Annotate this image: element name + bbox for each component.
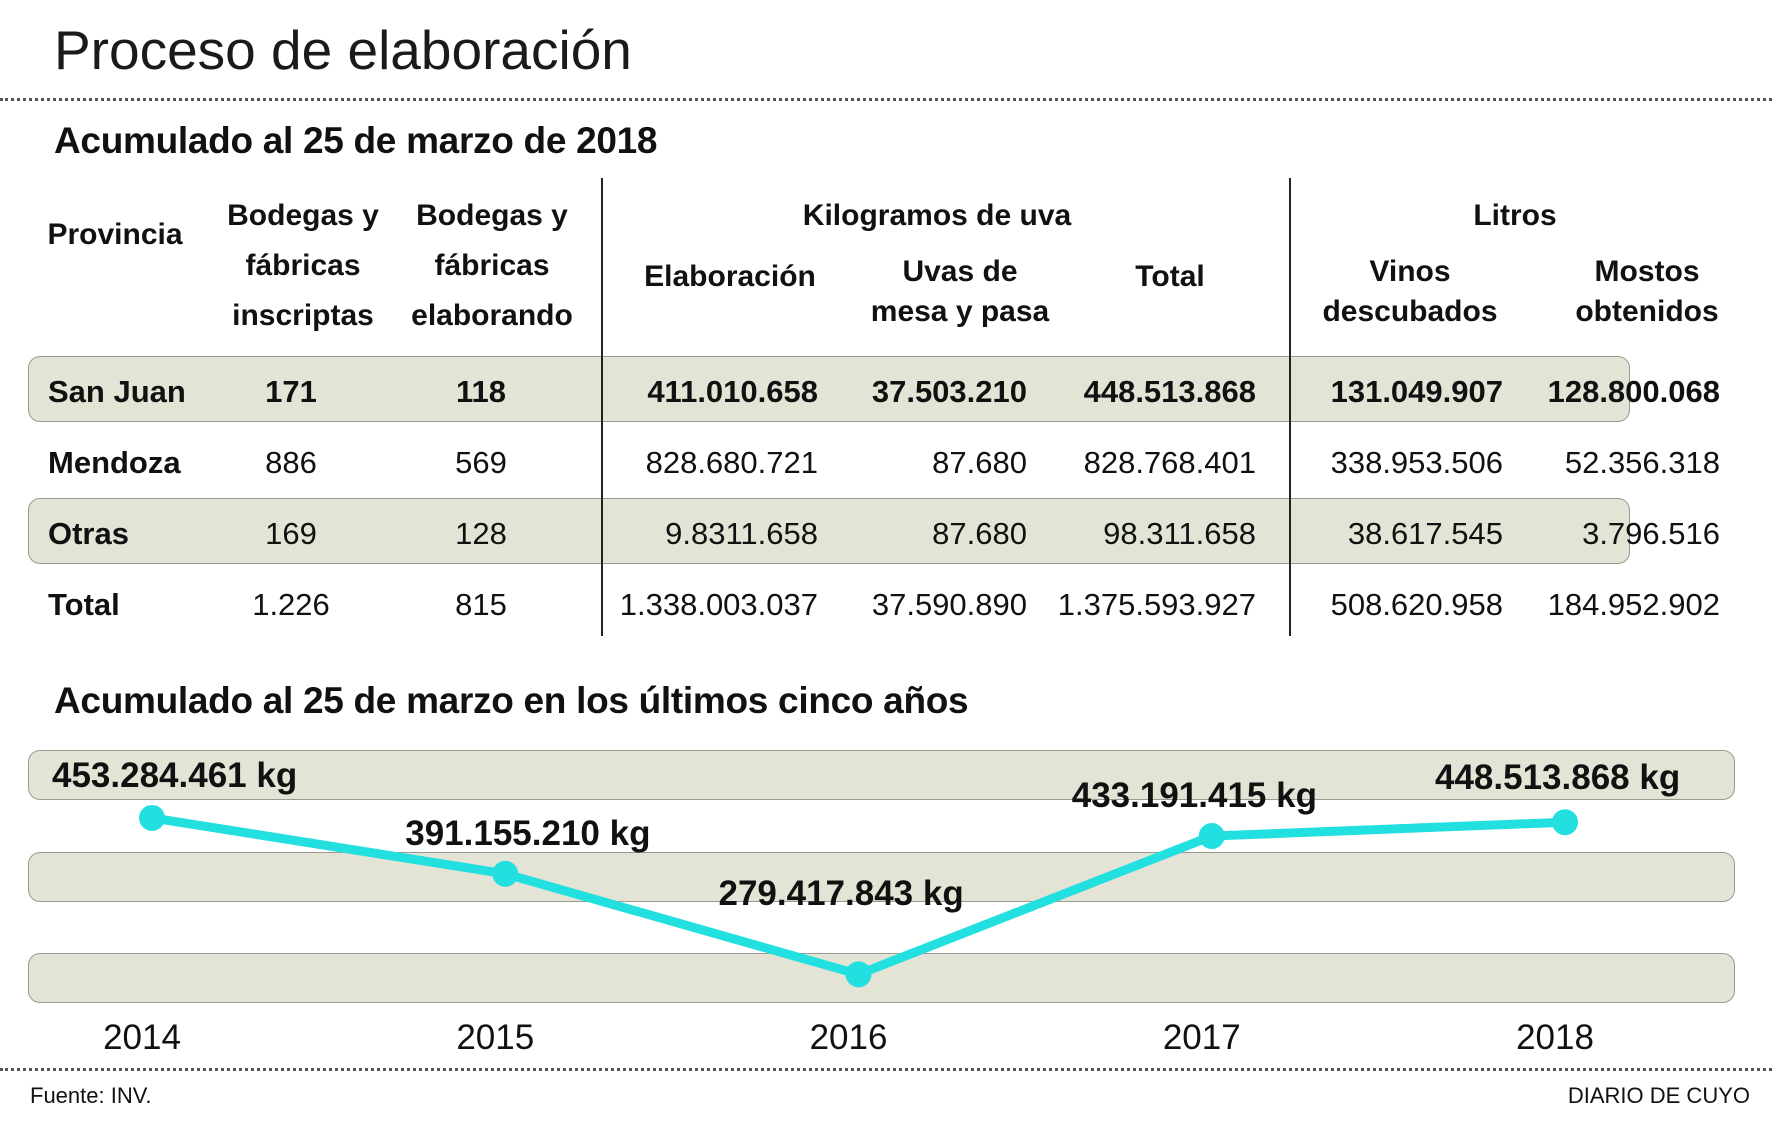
cell-elaborando: 815	[455, 587, 507, 622]
cell-total: 828.768.401	[1083, 445, 1256, 480]
value-label-2017: 433.191.415 kg	[1071, 776, 1317, 815]
value-label-2015: 391.155.210 kg	[405, 813, 651, 853]
chart-band-middle	[28, 852, 1735, 902]
value-label-2016: 279.417.843 kg	[718, 874, 964, 914]
cell-elaborando: 569	[455, 445, 507, 480]
cell-mostos: 128.800.068	[1547, 374, 1720, 409]
x-tick-2015: 2015	[456, 1018, 535, 1057]
cell-inscriptas: 1.226	[252, 587, 330, 622]
cell-uvas: 37.503.210	[871, 374, 1027, 409]
cell-elaboracion: 411.010.658	[647, 374, 818, 409]
value-label-2014: 453.284.461 kg	[52, 755, 298, 795]
row-band-san-juan	[28, 356, 1630, 422]
header-mostos: Mostos obtenidos	[1575, 255, 1719, 328]
header-total: Total	[1135, 260, 1205, 293]
table-divider-kg	[601, 178, 603, 636]
cell-uvas: 87.680	[932, 516, 1027, 551]
x-tick-2016: 2016	[809, 1018, 888, 1057]
data-point-2017	[1198, 823, 1225, 850]
header-uvas: Uvas de mesa y pasa	[870, 255, 1050, 328]
chart-section-title: Acumulado al 25 de marzo en los últimos …	[54, 680, 969, 721]
cell-provincia: Mendoza	[48, 445, 181, 480]
header-litros-group: Litros	[1473, 199, 1557, 232]
x-tick-2018: 2018	[1516, 1018, 1594, 1057]
cell-elaborando: 118	[455, 374, 506, 409]
brand-credit: DIARIO DE CUYO	[1567, 1083, 1750, 1108]
source-note: Fuente: INV.	[30, 1083, 152, 1108]
header-provincia: Provincia	[47, 218, 183, 251]
chart-band-top	[28, 750, 1735, 800]
cell-total: 98.311.658	[1103, 516, 1256, 551]
cell-elaboracion: 828.680.721	[645, 445, 818, 480]
data-point-2016	[845, 961, 872, 988]
cell-elaboracion: 9.8311.658	[665, 516, 818, 551]
cell-total: 1.375.593.927	[1057, 587, 1256, 622]
bottom-divider	[0, 1068, 1772, 1071]
header-elaborando: Bodegas y fábricas elaborando	[411, 199, 573, 332]
cell-elaboracion: 1.338.003.037	[619, 587, 818, 622]
data-point-2014	[139, 804, 165, 831]
x-tick-2014: 2014	[103, 1018, 181, 1057]
x-tick-2017: 2017	[1162, 1018, 1241, 1057]
table-section-title: Acumulado al 25 de marzo de 2018	[54, 120, 658, 161]
cell-uvas: 37.590.890	[871, 587, 1027, 622]
cell-provincia: Otras	[48, 516, 129, 551]
table-divider-litros	[1289, 178, 1291, 636]
cell-mostos: 52.356.318	[1564, 445, 1720, 480]
cell-inscriptas: 169	[265, 516, 317, 551]
cell-mostos: 3.796.516	[1582, 516, 1720, 551]
cell-vinos: 338.953.506	[1330, 445, 1503, 480]
cell-vinos: 508.620.958	[1330, 587, 1503, 622]
header-kg-group: Kilogramos de uva	[802, 199, 1072, 232]
cell-vinos: 131.049.907	[1330, 374, 1503, 409]
header-inscriptas: Bodegas y fábricas inscriptas	[227, 199, 379, 332]
cell-provincia: Total	[48, 587, 120, 622]
header-vinos: Vinos descubados	[1322, 255, 1498, 328]
data-point-2015	[492, 860, 519, 887]
cell-vinos: 38.617.545	[1347, 516, 1503, 551]
cell-uvas: 87.680	[932, 445, 1027, 480]
header-elaboracion: Elaboración	[644, 260, 816, 293]
cell-provincia: San Juan	[48, 374, 186, 409]
value-label-2018: 448.513.868 kg	[1435, 758, 1681, 798]
cell-inscriptas: 886	[265, 445, 317, 480]
row-band-otras	[28, 498, 1630, 564]
data-point-2018	[1552, 809, 1578, 836]
cell-inscriptas: 171	[265, 374, 317, 409]
cell-mostos: 184.952.902	[1547, 587, 1720, 622]
top-divider	[0, 98, 1772, 101]
cell-elaborando: 128	[455, 516, 507, 551]
cell-total: 448.513.868	[1083, 374, 1256, 409]
page-title: Proceso de elaboración	[54, 19, 632, 81]
